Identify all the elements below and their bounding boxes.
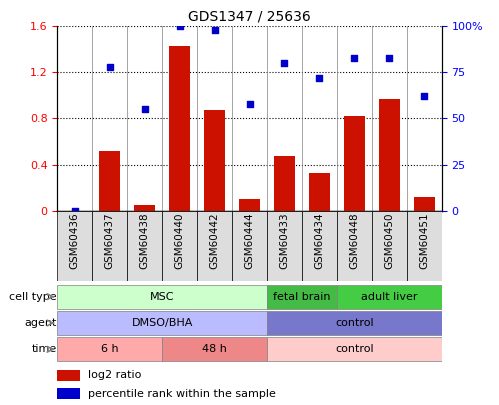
Bar: [344, 116, 365, 211]
Bar: [127, 211, 162, 281]
Bar: [267, 337, 442, 361]
Bar: [57, 388, 80, 399]
Text: cell type: cell type: [9, 292, 57, 302]
Text: MSC: MSC: [150, 292, 175, 302]
Bar: [337, 285, 442, 309]
Bar: [134, 205, 155, 211]
Bar: [274, 156, 295, 211]
Point: [315, 75, 323, 81]
Bar: [239, 199, 260, 211]
Bar: [302, 211, 337, 281]
Text: 6 h: 6 h: [101, 344, 119, 354]
Text: agent: agent: [24, 318, 57, 328]
Text: GSM60442: GSM60442: [210, 213, 220, 269]
Bar: [204, 111, 225, 211]
Text: GSM60450: GSM60450: [384, 213, 394, 269]
Bar: [162, 211, 197, 281]
Point: [141, 106, 149, 113]
Bar: [267, 211, 302, 281]
Bar: [162, 337, 267, 361]
Text: percentile rank within the sample: percentile rank within the sample: [88, 389, 276, 399]
Text: GSM60437: GSM60437: [105, 213, 115, 269]
Point: [350, 54, 358, 61]
Bar: [379, 99, 400, 211]
Bar: [57, 337, 162, 361]
Text: log2 ratio: log2 ratio: [88, 371, 142, 380]
Point: [71, 207, 79, 214]
Bar: [267, 311, 442, 335]
Bar: [337, 211, 372, 281]
Bar: [232, 211, 267, 281]
Bar: [169, 46, 190, 211]
Text: GSM60451: GSM60451: [419, 213, 429, 269]
Bar: [57, 211, 92, 281]
Text: control: control: [335, 318, 374, 328]
Bar: [267, 285, 337, 309]
Text: time: time: [31, 344, 57, 354]
Bar: [414, 197, 435, 211]
Bar: [92, 211, 127, 281]
Bar: [309, 173, 330, 211]
Text: adult liver: adult liver: [361, 292, 418, 302]
Point: [106, 64, 114, 70]
Bar: [407, 211, 442, 281]
Point: [211, 27, 219, 33]
Bar: [99, 151, 120, 211]
Title: GDS1347 / 25636: GDS1347 / 25636: [188, 10, 311, 24]
Text: GSM60438: GSM60438: [140, 213, 150, 269]
Bar: [57, 311, 267, 335]
Point: [246, 100, 253, 107]
Bar: [57, 370, 80, 381]
Text: GSM60444: GSM60444: [245, 213, 254, 269]
Text: fetal brain: fetal brain: [273, 292, 331, 302]
Point: [280, 60, 288, 66]
Text: control: control: [335, 344, 374, 354]
Bar: [372, 211, 407, 281]
Point: [420, 93, 428, 100]
Point: [176, 23, 184, 30]
Bar: [197, 211, 232, 281]
Bar: [57, 285, 267, 309]
Text: GSM60448: GSM60448: [349, 213, 359, 269]
Text: DMSO/BHA: DMSO/BHA: [132, 318, 193, 328]
Text: GSM60433: GSM60433: [279, 213, 289, 269]
Text: GSM60440: GSM60440: [175, 213, 185, 269]
Point: [385, 54, 393, 61]
Text: GSM60434: GSM60434: [314, 213, 324, 269]
Text: GSM60436: GSM60436: [70, 213, 80, 269]
Text: 48 h: 48 h: [202, 344, 227, 354]
